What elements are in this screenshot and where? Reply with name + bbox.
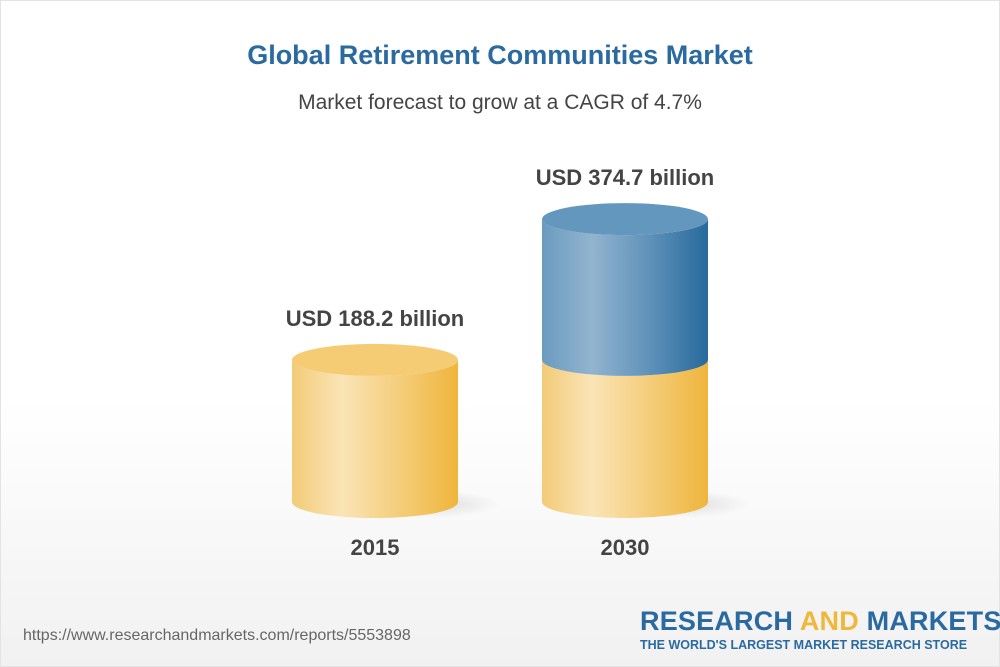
source-url[interactable]: https://www.researchandmarkets.com/repor…: [23, 627, 411, 644]
data-label: USD 374.7 billion: [536, 165, 715, 190]
cylinder-growth-segment-2030: [542, 219, 708, 376]
cylinder-top-2030: [542, 203, 708, 236]
logo-tagline: THE WORLD'S LARGEST MARKET RESEARCH STOR…: [640, 638, 968, 652]
data-label: USD 188.2 billion: [286, 306, 465, 331]
cylinder-base-segment-2030: [542, 359, 708, 518]
research-and-markets-logo: RESEARCH AND MARKETS THE WORLD'S LARGEST…: [640, 606, 1000, 652]
chart-subtitle: Market forecast to grow at a CAGR of 4.7…: [298, 91, 702, 114]
cylinder-base-segment-2015: [292, 359, 458, 518]
cylinder-top-2015: [292, 343, 458, 376]
x-tick-label: 2015: [351, 535, 400, 560]
x-tick-label: 2030: [601, 535, 650, 560]
chart-title: Global Retirement Communities Market: [247, 40, 753, 70]
cylinder-chart: USD 188.2 billion 2015 USD 374.7 billion 20…: [286, 165, 750, 560]
